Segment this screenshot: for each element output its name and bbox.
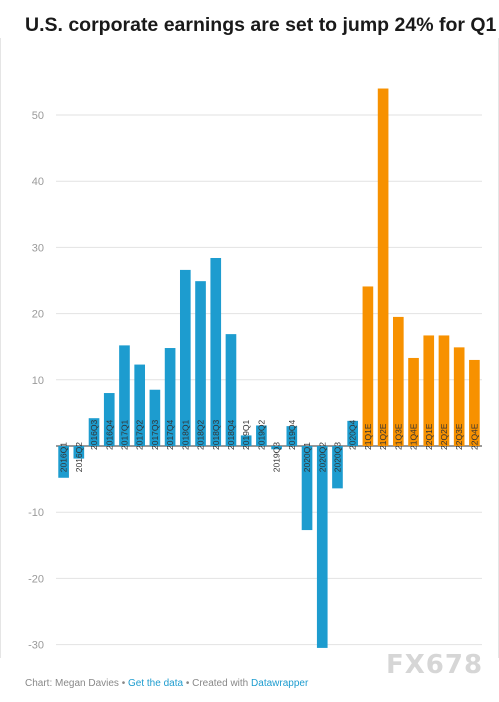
category-label: 22Q2E [439,423,449,450]
category-label: 2017Q1 [119,419,129,450]
bar-22Q3E [453,347,465,446]
bar-21Q3E [392,316,404,446]
chart-footer: Chart: Megan Davies • Get the data • Cre… [25,678,308,689]
y-tick-label: 40 [32,176,44,188]
bar-2017Q4 [164,348,176,446]
bar-22Q1E [423,335,435,446]
category-label: 2018Q4 [226,419,236,450]
category-label: 2020Q2 [317,442,327,473]
bar-21Q2E [377,88,389,447]
category-label: 2018Q3 [211,419,221,450]
footer-credit: Chart: Megan Davies • [25,678,126,689]
y-tick-label: 50 [32,110,44,122]
bar-2016Q1 [58,446,69,478]
chart-title: U.S. corporate earnings are set to jump … [25,14,497,36]
category-label: 21Q4E [409,423,419,450]
y-tick-label: -30 [28,640,44,652]
bar-22Q4E [469,359,480,446]
category-label: 22Q1E [424,423,434,450]
category-label: 2018Q1 [180,419,190,450]
bar-2019Q2 [256,425,267,446]
category-label: 2020Q1 [302,442,312,473]
bar-2016Q4 [103,393,115,446]
bar-2016Q3 [88,418,100,446]
category-label: 2019Q4 [287,419,297,450]
y-tick-label: 30 [32,242,44,254]
bar-2020Q3 [332,446,343,489]
bar-2016Q2 [73,446,85,459]
bar-2017Q2 [134,364,146,446]
bar-21Q4E [408,357,419,446]
category-label: 2019Q2 [256,419,266,450]
category-label: 2019Q1 [241,419,251,450]
category-label: 21Q3E [393,423,403,450]
category-label: 22Q3E [454,423,464,450]
bar-2020Q2 [316,446,328,648]
category-label: 2018Q2 [196,419,206,450]
footer-created-with: • Created with [185,678,249,689]
category-label: 2020Q3 [332,442,342,473]
category-label: 2020Q4 [348,419,358,450]
bar-2019Q3 [271,446,282,450]
bar-21Q1E [362,286,374,446]
bar-2018Q4 [225,334,237,446]
bar-2019Q1 [240,435,252,446]
watermark-logo: FX678 [386,650,484,680]
bar-2020Q4 [347,420,359,446]
bar-2017Q3 [149,389,161,446]
y-tick-label: -20 [28,573,44,585]
category-label: 2016Q1 [59,442,69,473]
bar-22Q2E [438,335,450,446]
category-label: 22Q4E [469,423,479,450]
bar-2020Q1 [301,446,313,531]
category-label: 21Q1E [363,423,373,450]
bar-2018Q3 [210,257,222,446]
category-label: 2017Q3 [150,419,160,450]
page-left-border [0,38,1,658]
y-tick-label: 20 [32,309,44,321]
category-label: 21Q2E [378,423,388,450]
y-tick-label: 10 [32,375,44,387]
bar-2019Q4 [286,426,298,446]
bar-2017Q1 [119,345,130,446]
bar-2018Q2 [195,281,206,446]
bar-2018Q1 [179,269,191,446]
get-data-link[interactable]: Get the data [128,678,184,689]
category-label: 2017Q2 [135,419,145,450]
category-label: 2019Q3 [272,442,282,473]
category-label: 2016Q3 [89,419,99,450]
category-label: 2016Q2 [74,442,84,473]
datawrapper-link[interactable]: Datawrapper [251,678,309,689]
category-label: 2017Q4 [165,419,175,450]
category-label: 2016Q4 [104,419,114,450]
y-tick-label: -10 [28,507,44,519]
